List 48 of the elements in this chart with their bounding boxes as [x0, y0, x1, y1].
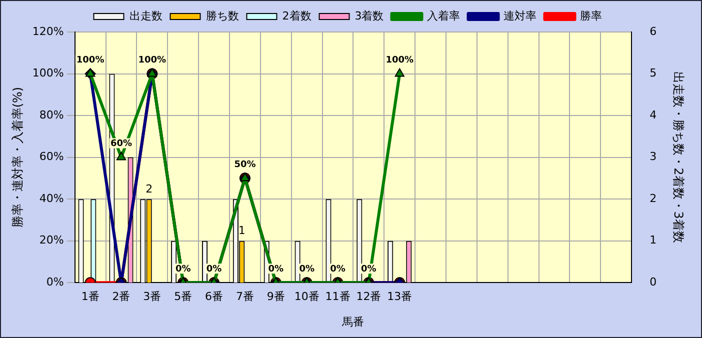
x-tick-label: 11番	[325, 290, 350, 304]
data-label: 60%	[110, 139, 132, 150]
y-tick-label: 100%	[32, 66, 64, 80]
y-tick-label: 40%	[39, 192, 64, 205]
data-label: 0%	[330, 264, 346, 274]
y-tick-label: 20%	[39, 234, 64, 247]
y-tick-label: 0%	[46, 275, 64, 288]
x-tick-label: 2番	[112, 290, 130, 304]
x-tick-label: 9番	[266, 290, 285, 304]
legend-label: 連対率	[504, 9, 537, 22]
x-tick-label: 3番	[143, 290, 162, 304]
legend-label: 2着数	[282, 9, 312, 22]
y2-tick-label: 4	[650, 108, 657, 122]
y2-tick-label: 2	[650, 192, 657, 205]
y-tick-label: 80%	[39, 108, 64, 122]
legend-label: 出走数	[129, 9, 162, 22]
x-tick-label: 6番	[205, 290, 224, 304]
data-label: 0%	[206, 264, 222, 274]
data-label: 100%	[386, 56, 414, 66]
data-label: 100%	[76, 56, 104, 66]
x-tick-label: 13番	[387, 290, 412, 304]
x-tick-label: 12番	[356, 290, 382, 304]
y2-axis-title: 出走数・勝ち数・2着数・3着数	[672, 72, 686, 243]
data-label: 0%	[361, 264, 376, 274]
x-tick-label: 10番	[294, 290, 320, 304]
data-label: 50%	[234, 160, 256, 170]
x-tick-label: 1番	[81, 290, 100, 304]
data-label: 2	[146, 182, 153, 196]
data-label: 0%	[299, 264, 314, 274]
y-tick-label: 60%	[39, 150, 64, 164]
legend-label: 勝ち数	[206, 9, 239, 22]
legend-label: 勝率	[580, 9, 602, 22]
legend-label: 3着数	[354, 9, 384, 22]
data-label: 0%	[268, 264, 284, 274]
y-tick-label: 120%	[32, 24, 64, 38]
legend-label: 入着率	[427, 9, 460, 22]
x-tick-label: 5番	[174, 290, 192, 304]
data-label: 100%	[138, 56, 166, 66]
x-tick-label: 7番	[236, 290, 254, 304]
y2-tick-label: 3	[650, 150, 657, 164]
data-label: 0%	[175, 264, 191, 274]
y-axis-title: 勝率・連対率・入着率(%)	[10, 86, 24, 228]
y2-tick-label: 5	[650, 66, 657, 80]
data-label: 1	[238, 224, 246, 238]
x-axis-title: 馬番	[341, 315, 364, 328]
y2-tick-label: 6	[650, 24, 657, 38]
y2-tick-label: 0	[650, 275, 657, 288]
y2-tick-label: 1	[650, 234, 657, 247]
